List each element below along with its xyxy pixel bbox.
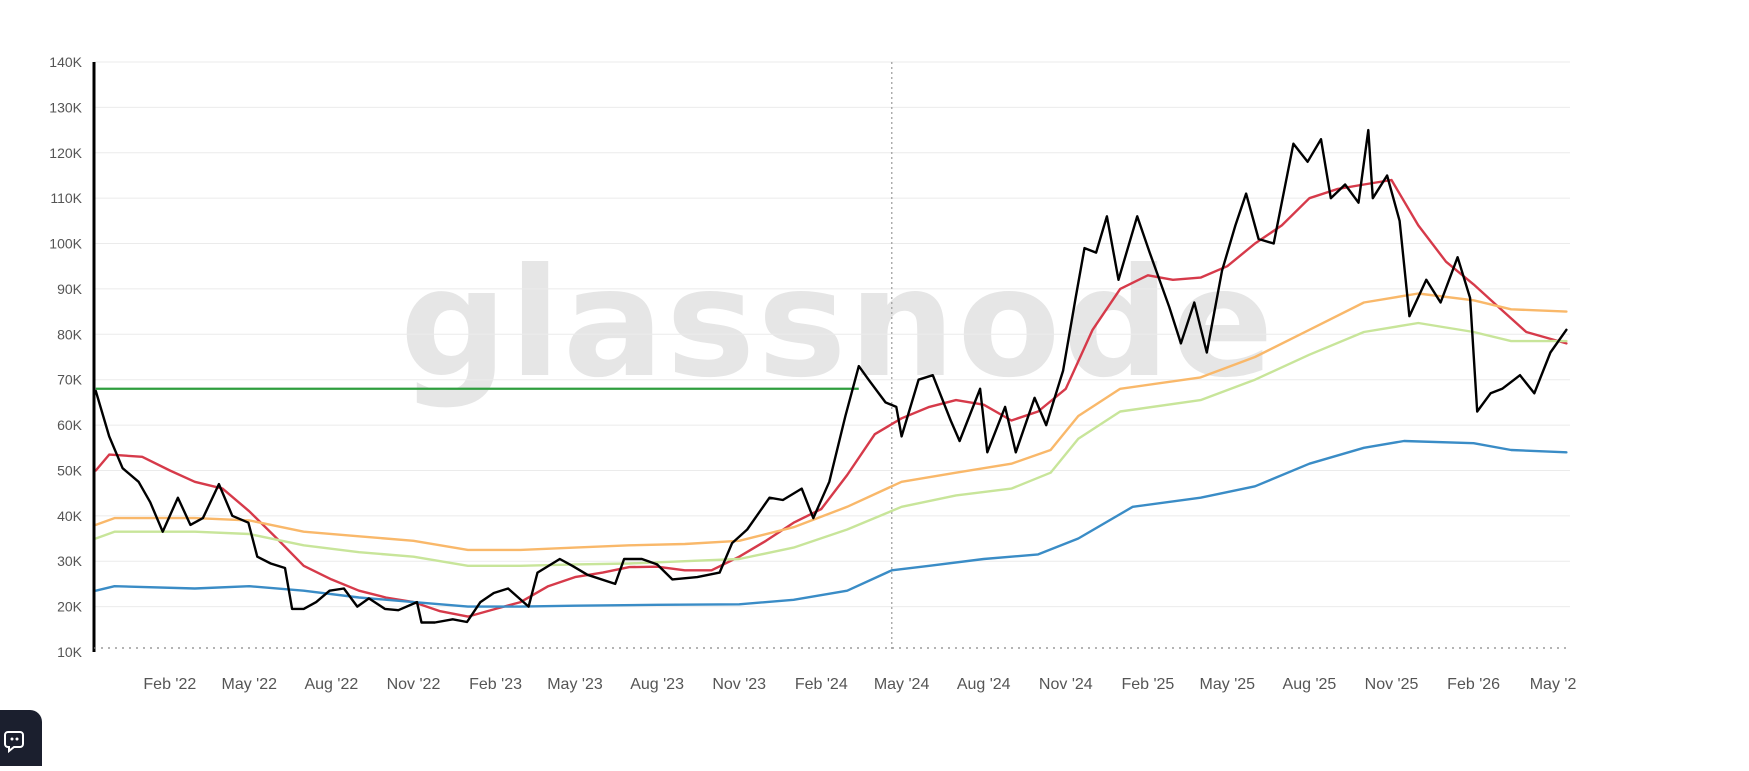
x-tick-label: Nov '24 bbox=[1039, 676, 1093, 693]
axes bbox=[92, 62, 1570, 652]
chat-widget-button[interactable] bbox=[0, 710, 42, 766]
x-tick-label: Nov '25 bbox=[1365, 676, 1419, 693]
x-tick-label: Feb '23 bbox=[469, 676, 522, 693]
x-tick-label: Feb '22 bbox=[143, 676, 196, 693]
series-line bbox=[94, 178, 1568, 618]
x-tick-label: Nov '22 bbox=[387, 676, 441, 693]
y-tick-label: 10K bbox=[57, 644, 83, 660]
series-lines bbox=[94, 128, 1568, 624]
watermark-text: glassnode bbox=[400, 237, 1276, 411]
y-tick-label: 100K bbox=[49, 236, 82, 252]
y-tick-label: 30K bbox=[57, 553, 83, 569]
x-tick-label: May '24 bbox=[874, 676, 930, 693]
y-tick-label: 60K bbox=[57, 417, 83, 433]
grid-lines bbox=[94, 61, 1570, 608]
x-tick-label: May '25 bbox=[1200, 676, 1256, 693]
y-tick-label: 120K bbox=[49, 145, 82, 161]
y-axis-ticks: 10K 20K 30K 40K 50K 60K 70K 80K 90K 100K 110K 120K 1… bbox=[49, 54, 82, 660]
x-tick-label: Aug '22 bbox=[304, 676, 358, 693]
x-tick-label: Feb '24 bbox=[795, 676, 848, 693]
x-tick-label: May '22 bbox=[222, 676, 278, 693]
x-tick-label: May '23 bbox=[547, 676, 603, 693]
chat-icon bbox=[4, 731, 24, 754]
x-tick-label: Feb '26 bbox=[1447, 676, 1500, 693]
x-axis-ticks: Feb '22 May '22 Aug '22 Nov '22 Feb '23 May '… bbox=[143, 676, 1576, 693]
y-tick-label: 20K bbox=[57, 599, 83, 615]
y-tick-label: 50K bbox=[57, 462, 83, 478]
x-tick-label: Aug '24 bbox=[957, 676, 1011, 693]
x-tick-label: Feb '25 bbox=[1121, 676, 1174, 693]
x-tick-label: Aug '25 bbox=[1283, 676, 1337, 693]
y-tick-label: 110K bbox=[50, 190, 82, 206]
series-line bbox=[94, 292, 1568, 552]
series-line bbox=[94, 128, 1568, 624]
y-tick-label: 90K bbox=[57, 281, 83, 297]
y-tick-label: 130K bbox=[49, 99, 82, 115]
x-tick-label: Nov '23 bbox=[712, 676, 766, 693]
x-tick-label: Aug '23 bbox=[630, 676, 684, 693]
y-tick-label: 80K bbox=[57, 326, 83, 342]
series-line bbox=[94, 439, 1568, 608]
reference-lines bbox=[95, 62, 893, 652]
y-tick-label: 140K bbox=[49, 54, 82, 70]
x-tick-label: May '2 bbox=[1530, 676, 1577, 693]
series-line bbox=[94, 321, 1568, 567]
y-tick-label: 70K bbox=[57, 372, 83, 388]
y-tick-label: 40K bbox=[57, 508, 83, 524]
